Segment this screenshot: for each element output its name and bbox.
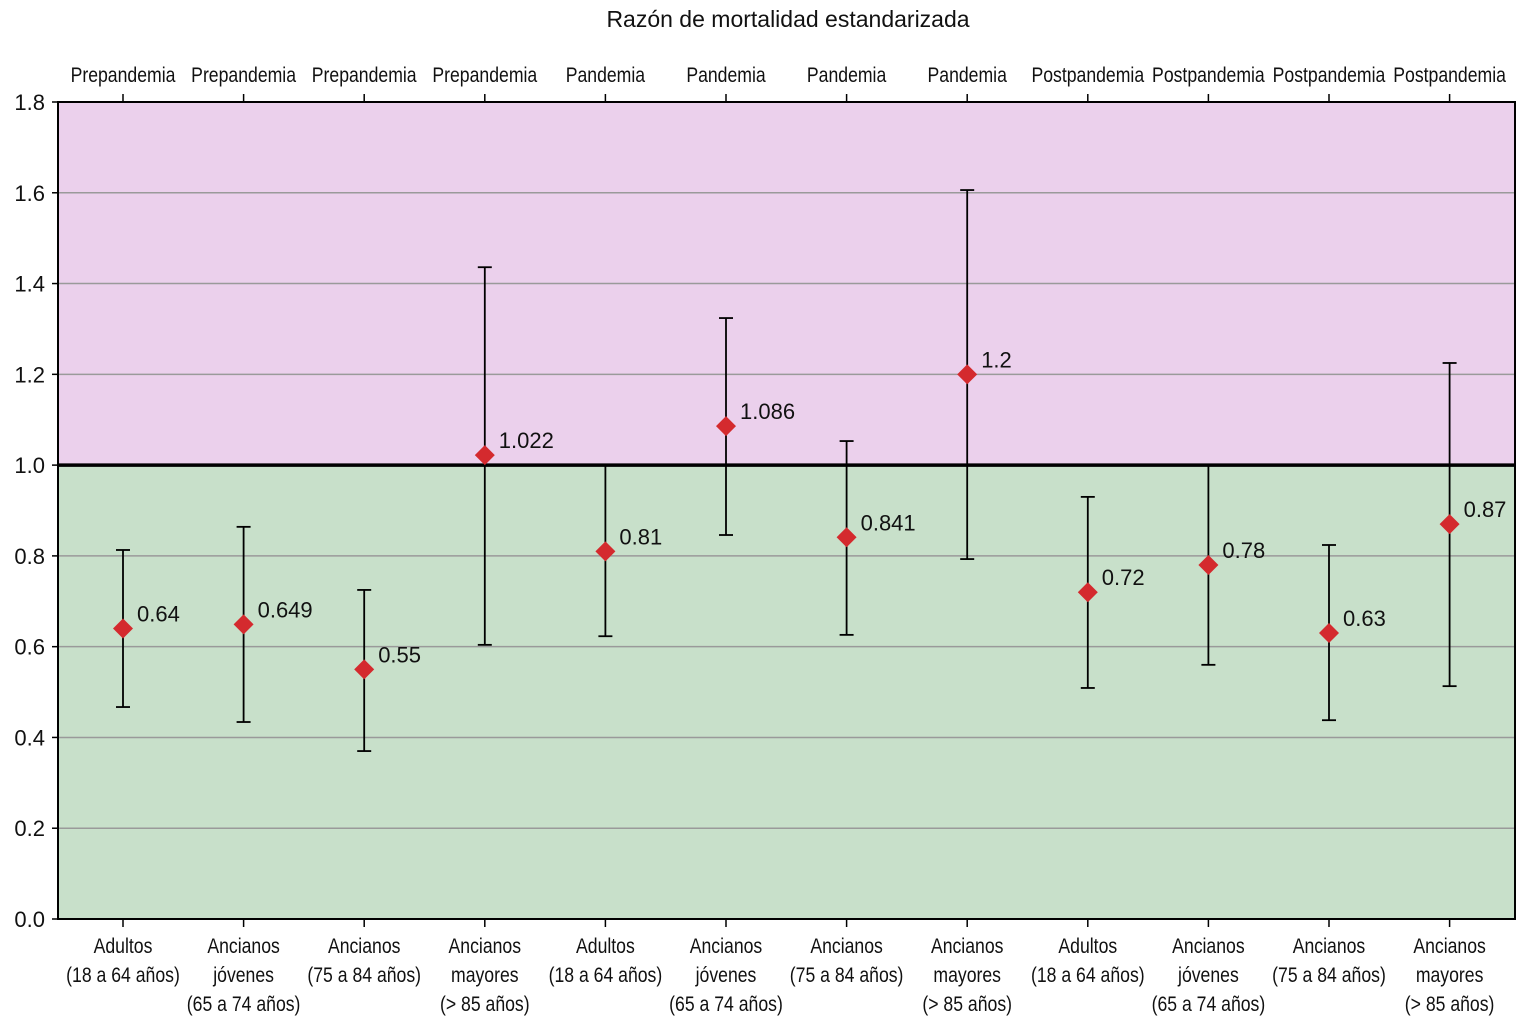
data-point-marker bbox=[595, 541, 616, 562]
data-point-marker bbox=[1198, 554, 1219, 575]
group-label: jóvenes bbox=[212, 964, 274, 988]
group-label: jóvenes bbox=[695, 964, 757, 988]
group-label: Adultos bbox=[1058, 935, 1117, 959]
y-tick-label: 0.8 bbox=[14, 544, 45, 569]
group-label: (18 a 64 años) bbox=[549, 964, 663, 988]
y-tick-label: 1.8 bbox=[14, 90, 45, 115]
data-point-marker bbox=[474, 445, 495, 466]
group-label: Adultos bbox=[576, 935, 635, 959]
group-label: Ancianos bbox=[931, 935, 1004, 959]
group-label: Ancianos bbox=[1293, 935, 1366, 959]
group-label: (> 85 años) bbox=[922, 993, 1012, 1017]
y-tick-label: 0.4 bbox=[14, 725, 45, 750]
data-point-marker bbox=[233, 614, 254, 635]
group-label: mayores bbox=[933, 964, 1001, 988]
data-label: 1.086 bbox=[740, 399, 795, 424]
below-reference-region bbox=[58, 465, 1515, 919]
period-label: Postpandemia bbox=[1031, 64, 1144, 88]
group-label: (65 a 74 años) bbox=[669, 993, 783, 1017]
y-tick-label: 1.4 bbox=[14, 272, 45, 297]
y-tick-label: 0.6 bbox=[14, 635, 45, 660]
group-label: (18 a 64 años) bbox=[66, 964, 180, 988]
data-point-marker bbox=[957, 364, 978, 385]
period-label: Pandemia bbox=[686, 64, 766, 88]
data-point-marker bbox=[1319, 623, 1339, 644]
group-label: Ancianos bbox=[1172, 935, 1245, 959]
data-point-marker bbox=[113, 618, 133, 639]
group-label: mayores bbox=[451, 964, 519, 988]
group-label: Ancianos bbox=[207, 935, 280, 959]
group-label: (75 a 84 años) bbox=[1272, 964, 1386, 988]
chart-title: Razón de mortalidad estandarizada bbox=[606, 6, 969, 32]
data-label: 0.81 bbox=[619, 524, 662, 549]
data-label: 0.72 bbox=[1102, 565, 1145, 590]
group-label: jóvenes bbox=[1177, 964, 1239, 988]
period-label: Prepandemia bbox=[191, 64, 296, 88]
period-label: Pandemia bbox=[928, 64, 1008, 88]
y-tick-label: 0.2 bbox=[14, 816, 45, 841]
group-label: (65 a 74 años) bbox=[187, 993, 301, 1017]
y-tick-label: 1.6 bbox=[14, 181, 45, 206]
data-point-marker bbox=[354, 659, 375, 680]
group-label: Adultos bbox=[94, 935, 153, 959]
group-label: Ancianos bbox=[690, 935, 763, 959]
period-label: Prepandemia bbox=[432, 64, 537, 88]
data-label: 1.022 bbox=[499, 428, 554, 453]
y-tick-label: 1.0 bbox=[14, 453, 45, 478]
group-label: (> 85 años) bbox=[440, 993, 530, 1017]
data-label: 1.2 bbox=[981, 347, 1012, 372]
y-tick-label: 0.0 bbox=[14, 907, 45, 932]
data-label: 0.841 bbox=[861, 510, 916, 535]
group-label: (18 a 64 años) bbox=[1031, 964, 1145, 988]
data-label: 0.55 bbox=[378, 642, 421, 667]
y-tick-label: 1.2 bbox=[14, 362, 45, 387]
period-label: Pandemia bbox=[807, 64, 887, 88]
group-label: (65 a 74 años) bbox=[1152, 993, 1266, 1017]
data-label: 0.649 bbox=[258, 597, 313, 622]
period-label: Postpandemia bbox=[1152, 64, 1265, 88]
group-label: (75 a 84 años) bbox=[307, 964, 421, 988]
group-label: Ancianos bbox=[449, 935, 522, 959]
group-label: Ancianos bbox=[328, 935, 401, 959]
period-label: Pandemia bbox=[566, 64, 646, 88]
period-label: Postpandemia bbox=[1273, 64, 1386, 88]
data-point-marker bbox=[1439, 514, 1460, 535]
data-label: 0.78 bbox=[1222, 538, 1265, 563]
group-label: (75 a 84 años) bbox=[790, 964, 904, 988]
data-label: 0.63 bbox=[1343, 606, 1386, 631]
group-label: Ancianos bbox=[1413, 935, 1486, 959]
group-label: (> 85 años) bbox=[1405, 993, 1495, 1017]
period-label: Postpandemia bbox=[1393, 64, 1506, 88]
period-label: Prepandemia bbox=[71, 64, 176, 88]
group-label: Ancianos bbox=[810, 935, 883, 959]
plot-frame bbox=[57, 101, 1516, 920]
data-label: 0.64 bbox=[137, 602, 180, 627]
period-label: Prepandemia bbox=[312, 64, 417, 88]
group-label: mayores bbox=[1416, 964, 1484, 988]
data-point-marker bbox=[836, 527, 857, 548]
data-point-marker bbox=[1077, 582, 1098, 603]
data-label: 0.87 bbox=[1464, 497, 1507, 522]
data-point-marker bbox=[716, 416, 736, 437]
